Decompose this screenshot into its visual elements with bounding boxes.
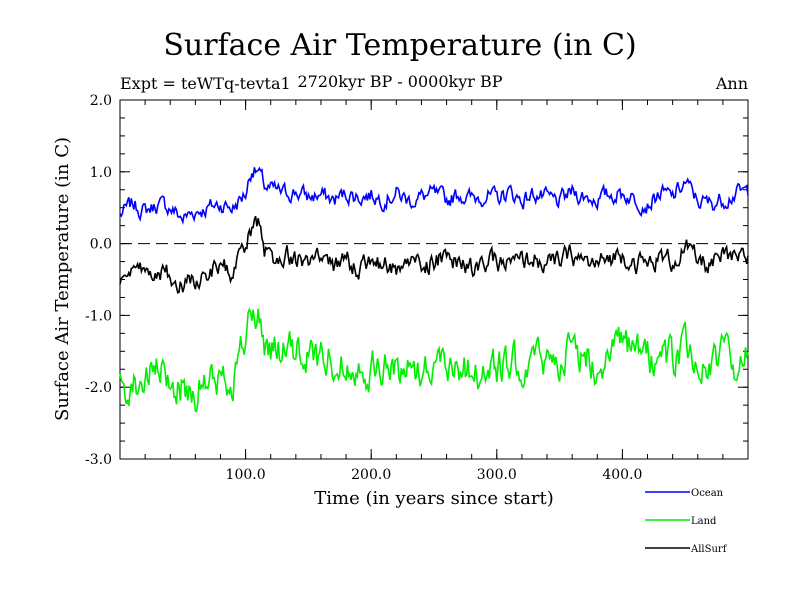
- chart-subtitle: 2720kyr BP - 0000kyr BP: [297, 72, 503, 91]
- y-tick-label: -1.0: [85, 308, 112, 324]
- x-tick-label: 300.0: [477, 467, 517, 483]
- series-line-allsurf: [119, 215, 749, 294]
- y-tick-label: 1.0: [90, 165, 112, 181]
- y-axis-label: Surface Air Temperature (in C): [52, 137, 73, 421]
- x-tick-label: 200.0: [351, 467, 391, 483]
- x-tick-label: 400.0: [602, 467, 642, 483]
- experiment-label: Expt = teWTq-tevta1: [120, 74, 291, 93]
- chart-title: Surface Air Temperature (in C): [163, 28, 637, 63]
- y-tick-label: -3.0: [85, 452, 112, 468]
- plot-frame: [119, 99, 749, 460]
- season-label: Ann: [715, 74, 748, 93]
- y-tick-label: 2.0: [90, 93, 112, 109]
- legend-label-land: Land: [691, 516, 717, 527]
- x-axis-label: Time (in years since start): [314, 488, 554, 509]
- legend-label-allsurf: AllSurf: [690, 544, 728, 555]
- x-tick-label: 100.0: [226, 467, 266, 483]
- chart-legend: Ocean Land AllSurf: [645, 488, 728, 555]
- legend-label-ocean: Ocean: [691, 488, 724, 499]
- y-tick-label: 0.0: [90, 237, 112, 253]
- series-line-land: [119, 307, 749, 413]
- y-tick-label: -2.0: [85, 380, 112, 396]
- series-line-ocean: [119, 166, 749, 225]
